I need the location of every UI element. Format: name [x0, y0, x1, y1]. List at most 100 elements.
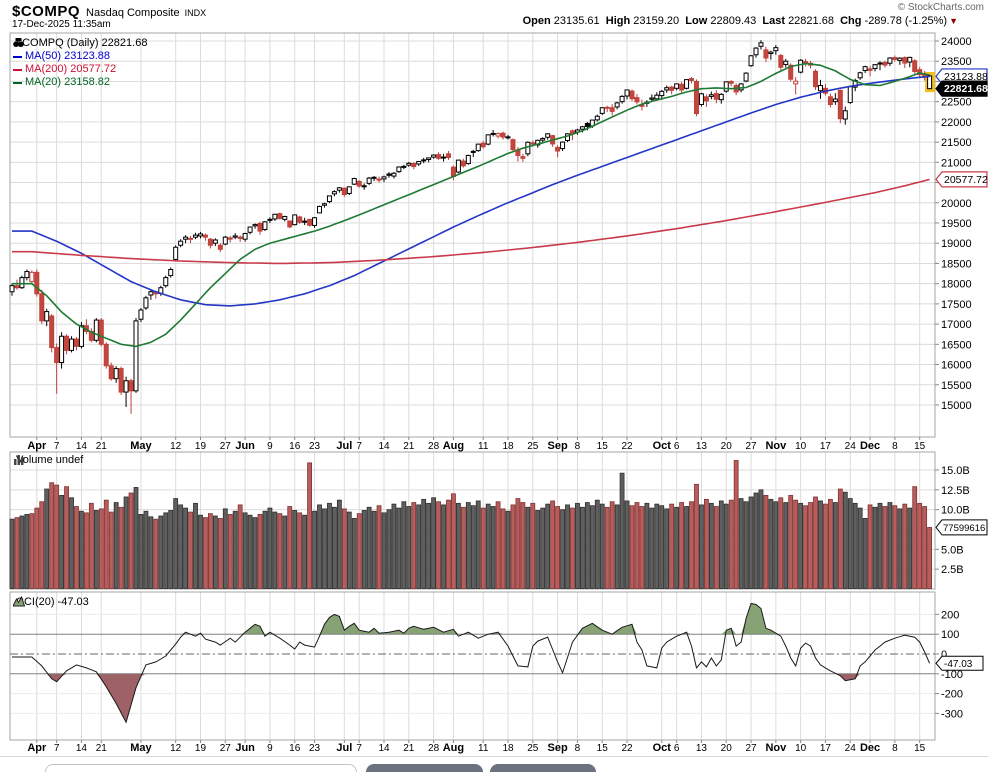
cci-panel-border	[9, 591, 936, 741]
volume-label: Volume undef	[16, 454, 84, 466]
date-tick-label: Oct	[653, 440, 672, 452]
date-tick-label: 25	[527, 441, 539, 452]
open-label: Open	[522, 15, 551, 27]
volume-legend: Volume undef	[13, 454, 83, 466]
chart-header: $COMPQ Nasdaq Composite INDX	[12, 3, 206, 21]
date-tick-label: 13	[696, 441, 708, 452]
cci-callout-text: -47.03	[944, 659, 973, 670]
symbol-ticker: $COMPQ	[12, 3, 81, 20]
date-tick-label: Nov	[765, 440, 787, 452]
date-tick-label: 25	[527, 743, 539, 754]
date-tick-label: 6	[674, 743, 680, 754]
cci-overbought-fill	[12, 603, 930, 635]
cci-legend: CCI(20) -47.03	[13, 596, 89, 608]
date-tick-label: 7	[54, 441, 60, 452]
date-axis-bottom: Apr 7 14 21 May 12 19 27 Jun 9 16 23 Jul 7 14 21 28 Aug 11…	[27, 740, 926, 754]
legend-symbol: $COMPQ (Daily) 22821.68	[16, 37, 148, 49]
price-axis-label: 23500	[941, 56, 972, 68]
last-value: 22821.68	[788, 15, 834, 27]
price-axis-label: 15500	[941, 380, 972, 392]
low-label: Low	[685, 15, 708, 27]
date-tick-label: Jul	[336, 742, 352, 754]
ma20-line	[12, 62, 930, 348]
date-tick-label: 22	[621, 743, 633, 754]
date-tick-label: 27	[220, 441, 232, 452]
legend-ma20: MA(20) 23158.82	[25, 76, 110, 88]
date-tick-label: 8	[892, 743, 898, 754]
last-label: Last	[762, 15, 785, 27]
date-tick-label: Aug	[443, 742, 464, 754]
date-tick-label: 15	[597, 743, 609, 754]
date-tick-label: 10	[795, 441, 807, 452]
ma50-line	[12, 75, 930, 307]
price-axis-label: 17500	[941, 299, 972, 311]
volume-axis-label: 12.5B	[941, 485, 970, 497]
cci-oversold-fill	[12, 673, 930, 723]
date-tick-label: 8	[575, 743, 581, 754]
date-tick-label: 27	[745, 743, 757, 754]
price-axis-label: 20000	[941, 198, 972, 210]
date-tick-label: 27	[220, 743, 232, 754]
high-label: High	[605, 15, 631, 27]
price-axis-label: 18000	[941, 279, 972, 291]
cci-axis-label: -100	[941, 669, 963, 681]
date-tick-label: Sep	[548, 742, 568, 754]
candles-layer	[9, 40, 933, 414]
ma200-price-callout	[935, 171, 988, 188]
date-tick-label: 14	[76, 743, 88, 754]
bottom-divider	[0, 756, 988, 757]
cci-axis-label: 100	[941, 629, 959, 641]
price-axis-label: 24000	[941, 36, 972, 48]
price-axis-label: 17000	[941, 319, 972, 331]
price-axis-label: 19000	[941, 238, 972, 250]
date-tick-label: 17	[820, 743, 832, 754]
price-axis-label: 19500	[941, 218, 972, 230]
date-tick-label: 15	[914, 743, 926, 754]
ma20-swatch	[13, 81, 22, 84]
date-tick-label: 19	[195, 743, 207, 754]
date-tick-label: 8	[575, 441, 581, 452]
ma200-price-callout-text: 20577.72	[944, 174, 988, 186]
bottom-input[interactable]	[45, 764, 357, 772]
cci-callout	[935, 655, 984, 671]
date-tick-label: 16	[289, 441, 301, 452]
cci-panel: 200 100 0 -100 -200 -300 -47.03	[9, 591, 984, 741]
ma200-swatch	[13, 68, 22, 71]
date-tick-label: 18	[502, 743, 514, 754]
volume-axis-label: 15.0B	[941, 465, 970, 477]
volume-callout	[935, 519, 988, 536]
low-value: 22809.43	[710, 15, 757, 27]
date-tick-label: 17	[820, 441, 832, 452]
date-tick-label: 21	[403, 743, 415, 754]
bottom-button-1[interactable]	[366, 764, 483, 772]
legend-ma50: MA(50) 23123.88	[25, 50, 110, 62]
date-tick-label: 15	[597, 441, 609, 452]
date-tick-label: Nov	[765, 742, 787, 754]
date-tick-label: May	[130, 440, 152, 452]
date-tick-label: 9	[267, 441, 273, 452]
date-tick-label: 20	[721, 441, 733, 452]
main-price-panel: 15000 15500 16000 16500 17000 17500 18000 18500…	[9, 32, 988, 438]
date-tick-label: 18	[502, 441, 514, 452]
quote-strip: Open 23135.61 High 23159.20 Low 22809.43…	[523, 15, 958, 27]
date-tick-label: 24	[845, 441, 857, 452]
date-tick-label: 12	[170, 441, 182, 452]
open-value: 23135.61	[553, 15, 600, 27]
date-tick-label: Dec	[860, 440, 880, 452]
volume-callout-text: 77599616	[943, 523, 985, 534]
date-tick-label: 14	[76, 441, 88, 452]
bottom-button-2[interactable]	[490, 764, 596, 772]
chg-label: Chg	[840, 15, 862, 27]
date-tick-label: 20	[721, 743, 733, 754]
last-price-callout	[935, 80, 988, 97]
main-chart-legend: $COMPQ (Daily) 22821.68 MA(50) 23123.88 …	[13, 37, 147, 89]
date-tick-label: 7	[356, 743, 362, 754]
date-tick-label: 10	[795, 743, 807, 754]
chart-datetime: 17-Dec-2025 11:35am	[12, 19, 111, 30]
date-tick-label: 11	[478, 743, 489, 754]
date-tick-label: 23	[309, 743, 321, 754]
volume-axis-label: 2.5B	[941, 564, 964, 576]
price-axis-label: 21500	[941, 137, 972, 149]
date-tick-label: 14	[378, 441, 390, 452]
